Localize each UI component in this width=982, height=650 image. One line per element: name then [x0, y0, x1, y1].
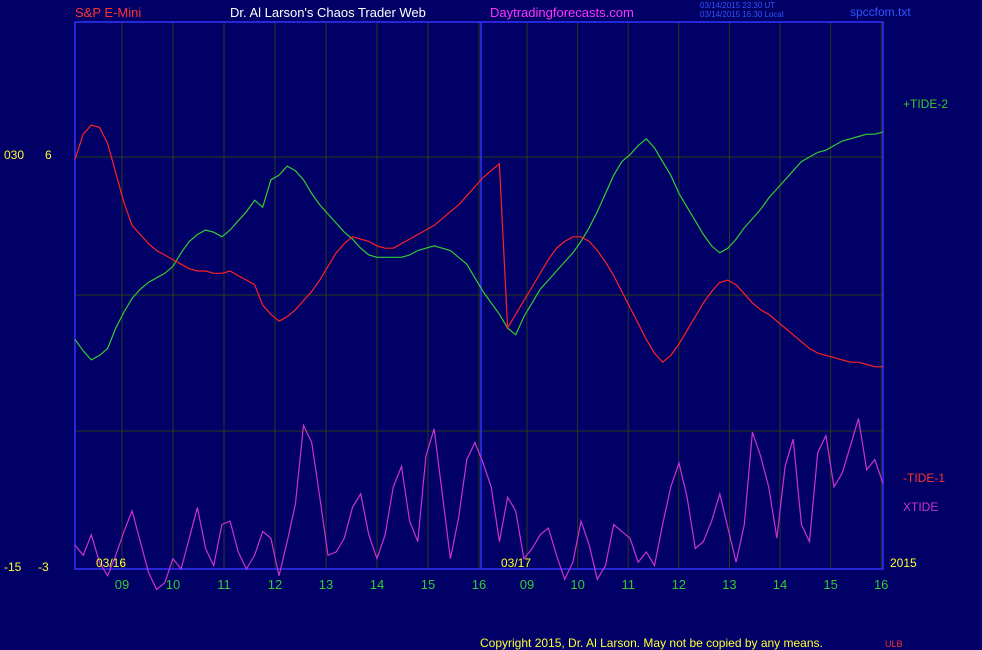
- x-tick-label: 10: [570, 577, 584, 592]
- x-tick-label: 15: [421, 577, 435, 592]
- chart-grid: [75, 22, 883, 569]
- x-tick-label: 14: [773, 577, 787, 592]
- series-line--tide-2: [74, 131, 884, 361]
- x-tick-label: 12: [268, 577, 282, 592]
- series-line--tide-1: [74, 124, 883, 368]
- site-link[interactable]: Daytradingforecasts.com: [490, 5, 634, 20]
- data-file-name: spccfom.txt: [850, 5, 911, 19]
- series-layer: [74, 124, 884, 591]
- copyright-notice: Copyright 2015, Dr. Al Larson. May not b…: [480, 636, 823, 650]
- left-axis-bottom-a: -15: [4, 560, 22, 574]
- timestamp-ut: 03/14/2015 23:30 UT: [700, 1, 776, 10]
- legend-xtide: XTIDE: [903, 500, 939, 514]
- legend-tide-plus: +TIDE-2: [903, 97, 949, 111]
- legend-tide-minus: -TIDE-1: [903, 471, 945, 485]
- symbol-label: S&P E-Mini: [75, 5, 142, 20]
- x-tick-labels: 09 10 11 12 13 14 15 16 09 10 11 12 13 14 15 16: [115, 577, 889, 592]
- plot-frame: [74, 21, 884, 570]
- date-label-2: 03/17: [501, 556, 532, 570]
- left-axis-bottom-b: -3: [38, 560, 49, 574]
- left-axis-top-b: 6: [45, 148, 52, 162]
- x-tick-label: 09: [115, 577, 129, 592]
- x-tick-label: 15: [823, 577, 837, 592]
- x-tick-label: 09: [520, 577, 534, 592]
- footer-mark: ULB: [885, 639, 903, 649]
- x-tick-label: 16: [874, 577, 888, 592]
- x-tick-label: 11: [217, 577, 231, 592]
- chart-title: Dr. Al Larson's Chaos Trader Web: [230, 5, 426, 20]
- x-tick-label: 12: [672, 577, 686, 592]
- x-tick-label: 16: [472, 577, 486, 592]
- left-axis-top-a: 030: [4, 148, 25, 162]
- x-tick-label: 10: [166, 577, 180, 592]
- x-tick-label: 13: [722, 577, 736, 592]
- year-label: 2015: [890, 556, 917, 570]
- timestamp-local: 03/14/2015 16:30 Local: [700, 10, 784, 19]
- x-tick-label: 13: [319, 577, 333, 592]
- x-tick-label: 11: [621, 577, 635, 592]
- x-tick-label: 14: [370, 577, 384, 592]
- date-label-1: 03/16: [96, 556, 127, 570]
- series-line-xtide: [74, 418, 884, 591]
